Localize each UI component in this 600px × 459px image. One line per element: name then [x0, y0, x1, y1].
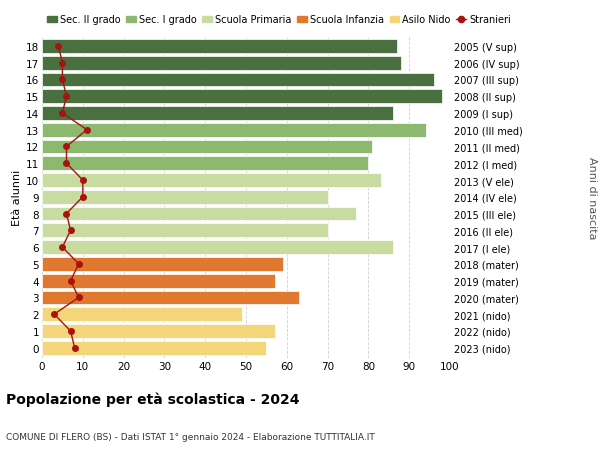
- Bar: [42, 291, 299, 305]
- Text: COMUNE DI FLERO (BS) - Dati ISTAT 1° gennaio 2024 - Elaborazione TUTTITALIA.IT: COMUNE DI FLERO (BS) - Dati ISTAT 1° gen…: [6, 431, 375, 441]
- Bar: [42, 207, 356, 221]
- Legend: Sec. II grado, Sec. I grado, Scuola Primaria, Scuola Infanzia, Asilo Nido, Stran: Sec. II grado, Sec. I grado, Scuola Prim…: [47, 16, 511, 25]
- Text: Anni di nascita: Anni di nascita: [587, 156, 597, 239]
- Bar: [42, 325, 275, 338]
- Bar: [42, 140, 373, 154]
- Bar: [42, 157, 368, 171]
- Bar: [42, 40, 397, 54]
- Bar: [42, 224, 328, 238]
- Bar: [42, 308, 242, 321]
- Bar: [42, 241, 393, 254]
- Bar: [42, 107, 393, 121]
- Bar: [42, 123, 425, 137]
- Y-axis label: Età alunni: Età alunni: [12, 169, 22, 225]
- Bar: [42, 73, 434, 87]
- Bar: [42, 56, 401, 70]
- Bar: [42, 257, 283, 271]
- Bar: [42, 341, 266, 355]
- Bar: [42, 90, 442, 104]
- Bar: [42, 190, 328, 204]
- Text: Popolazione per età scolastica - 2024: Popolazione per età scolastica - 2024: [6, 392, 299, 406]
- Bar: [42, 274, 275, 288]
- Bar: [42, 174, 380, 187]
